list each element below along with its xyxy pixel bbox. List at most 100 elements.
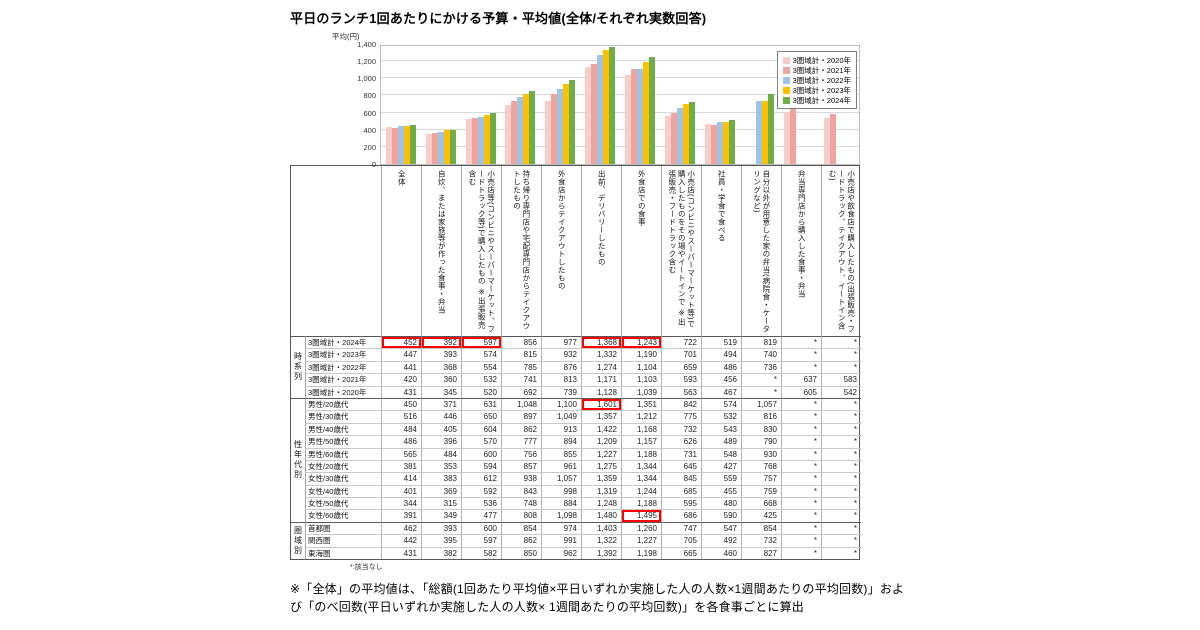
table-cell: 460 [701, 546, 741, 560]
bar [489, 112, 496, 164]
column-header-label: 社員・学食で食べる [717, 170, 727, 242]
table-cell: * [821, 509, 861, 522]
bar [403, 125, 410, 164]
table-cell: 856 [501, 336, 541, 349]
table-cell: 595 [661, 497, 701, 510]
legend-swatch [782, 56, 790, 64]
row-label: 女性/50歳代 [305, 497, 381, 510]
bar-group [660, 46, 700, 164]
table-cell: 344 [381, 497, 421, 510]
table-cell: 590 [701, 509, 741, 522]
table-cell: * [781, 497, 821, 510]
bar [722, 121, 729, 164]
table-cell: 739 [541, 385, 581, 398]
bar [790, 109, 797, 164]
legend-label: 3圏域計・2023年 [792, 85, 851, 95]
bar [529, 90, 536, 164]
y-tick-label: 1,200 [357, 57, 376, 67]
legend-swatch [782, 86, 790, 94]
table-cell: 759 [741, 484, 781, 498]
bar [505, 104, 512, 164]
table-cell: 740 [741, 348, 781, 361]
table-cell: 1,209 [581, 435, 621, 448]
table-cell: 532 [461, 373, 501, 386]
column-header: 弁当専門店から購入した食事・弁当 [781, 166, 821, 336]
table-cell: 597 [461, 534, 501, 547]
bar [716, 122, 723, 164]
table-cell: 1,368 [581, 336, 621, 349]
table-cell: 785 [501, 360, 541, 374]
bar [609, 46, 616, 164]
column-header: 持ち帰り専門店や宅配専門店からテイクアウトしたもの [501, 166, 541, 336]
table-cell: 393 [421, 348, 461, 361]
bar [710, 124, 717, 164]
table-cell: 431 [381, 546, 421, 560]
table-cell: 855 [541, 447, 581, 460]
gridline [381, 128, 859, 130]
bar [728, 119, 735, 164]
table-cell: 543 [701, 422, 741, 436]
table-cell: * [821, 521, 861, 535]
table-cell: 790 [741, 435, 781, 448]
table-cell: 756 [501, 447, 541, 460]
bar [636, 69, 643, 164]
bar [569, 80, 576, 164]
bar [682, 103, 689, 164]
table-cell: 369 [421, 484, 461, 498]
bar [425, 134, 432, 164]
bar [551, 94, 558, 164]
bar [630, 69, 637, 164]
y-tick-label: 0 [371, 160, 376, 169]
table-cell: 813 [541, 373, 581, 386]
bar-group [700, 46, 740, 164]
bar [511, 100, 518, 164]
bar-group [739, 46, 779, 164]
table-cell: 897 [501, 410, 541, 423]
bar [784, 112, 791, 164]
bar [471, 118, 478, 164]
table-cell: 345 [421, 385, 461, 398]
column-header-label: 小売店(コンビニやスーパーマーケット等)で購入したものをその場やイートインで ※… [667, 170, 696, 328]
bar [523, 94, 530, 164]
table-cell: 815 [501, 348, 541, 361]
table-cell: 1,057 [541, 472, 581, 485]
table-cell: 876 [541, 360, 581, 374]
column-header: 小売店(コンビニやスーパーマーケット等)で購入したものをその場やイートインで ※… [661, 166, 701, 336]
table-cell: 425 [741, 509, 781, 522]
bar [676, 107, 683, 164]
table-cell: 382 [421, 546, 461, 560]
table-cell: 1,104 [621, 360, 661, 374]
bar [585, 67, 592, 164]
bar [465, 119, 472, 164]
table-cell: * [821, 447, 861, 460]
table-cell: 592 [461, 484, 501, 498]
bar-group [381, 46, 421, 164]
bar [830, 114, 837, 164]
bar [397, 126, 404, 164]
table-cell: 731 [661, 447, 701, 460]
table-cell: 626 [661, 435, 701, 448]
table-cell: 1,049 [541, 410, 581, 423]
table-cell: 441 [381, 360, 421, 374]
legend-label: 3圏域計・2024年 [792, 95, 851, 105]
table-cell: * [741, 373, 781, 386]
bar-group [819, 46, 859, 164]
column-header: 外食店からテイクアウトしたもの [541, 166, 581, 336]
row-label: 男性/40歳代 [305, 422, 381, 436]
table-cell: 1,357 [581, 410, 621, 423]
column-header: 自炊、または家族等が作った食事・弁当 [421, 166, 461, 336]
table-cell: 1,048 [501, 397, 541, 411]
legend-label: 3圏域計・2021年 [792, 65, 851, 75]
table-cell: 1,480 [581, 509, 621, 522]
bar-chart: 平均(円) 3圏域計・2020年 3圏域計・2021年 3圏域計・2022年 3圏域計… [332, 32, 860, 169]
table-cell: 446 [421, 410, 461, 423]
y-axis-title: 平均(円) [332, 32, 360, 41]
table-cell: * [821, 497, 861, 510]
data-table: 全体 自炊、または家族等が作った食事・弁当 小売店等(コンビニやスーパーマーケット、… [290, 165, 861, 561]
table-cell: 604 [461, 422, 501, 436]
row-label: 男性/50歳代 [305, 435, 381, 448]
table-cell: 371 [421, 397, 461, 411]
table-cell: 827 [741, 546, 781, 560]
table-cell: 447 [381, 348, 421, 361]
table-cell: 637 [781, 373, 821, 386]
